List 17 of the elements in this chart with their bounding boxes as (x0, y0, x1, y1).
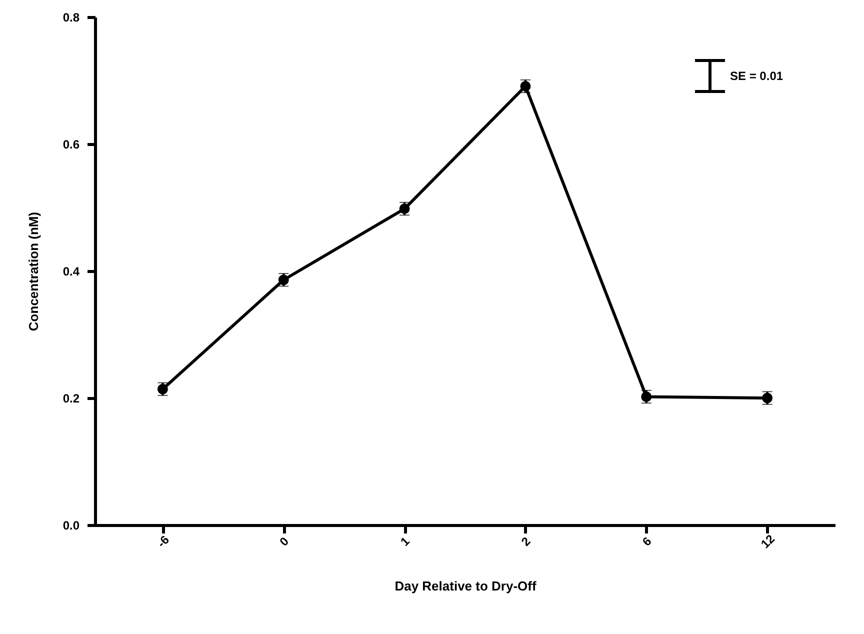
x-tick-label: 2 (518, 534, 534, 549)
y-tick-label: 0.4 (62, 264, 80, 278)
x-tick-label: 0 (276, 534, 292, 549)
y-tick-label: 0.8 (62, 10, 80, 24)
y-tick-label: 0.0 (62, 518, 80, 532)
point (520, 80, 531, 92)
point (399, 204, 410, 214)
y-tick-label: 0.2 (62, 392, 80, 406)
annotation: SE = 0.01 (730, 69, 784, 83)
x-tick-label: 6 (640, 534, 654, 549)
point (641, 391, 652, 402)
x-axis-title: Day Relative to Dry-Off (394, 578, 537, 594)
y-tick-label: 0.6 (62, 138, 80, 152)
x-tick-label: -6 (154, 532, 172, 550)
x-tick-label: 12 (758, 532, 778, 552)
y-axis-title: Concentration (nM) (26, 212, 41, 332)
x-tick-label: 1 (398, 534, 413, 549)
